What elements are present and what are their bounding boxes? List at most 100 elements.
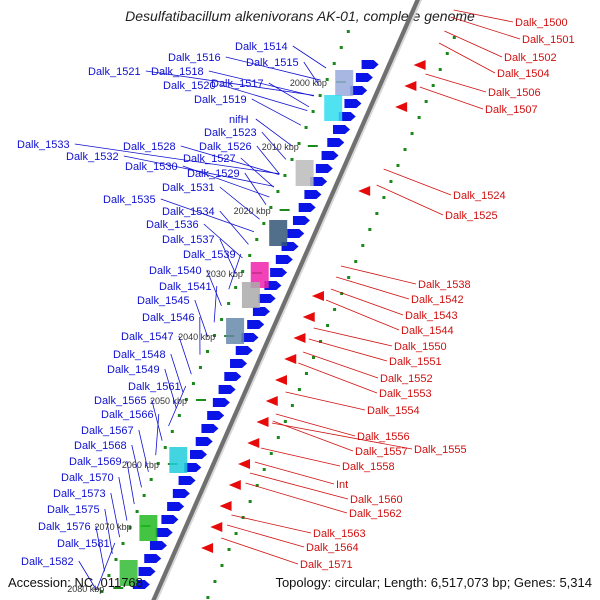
- leader-line-right: [302, 351, 379, 379]
- forward-gene-arrow: [333, 125, 350, 134]
- leader-line-right: [275, 413, 356, 437]
- tick-dot: [128, 526, 132, 529]
- tick-dot: [389, 180, 393, 183]
- gene-label-right: Dalk_1524: [453, 190, 506, 202]
- tick-dot: [220, 318, 224, 321]
- tick-dot: [312, 356, 315, 359]
- gene-label-left: Dalk_1548: [113, 349, 166, 361]
- leader-line-left: [292, 45, 327, 69]
- gene-label-right: Dalk_1554: [367, 405, 420, 417]
- leader-line-right: [298, 362, 378, 394]
- gene-label-left: Dalk_1526: [199, 141, 252, 153]
- tick-dot: [255, 484, 259, 487]
- tick-dot: [283, 174, 287, 177]
- forward-gene-arrow: [344, 99, 362, 108]
- forward-gene-arrow: [235, 346, 253, 355]
- forward-gene-arrow: [138, 567, 156, 576]
- feature-block: [269, 220, 288, 246]
- gene-label-right: Dalk_1553: [379, 388, 432, 400]
- tick-dot: [368, 228, 372, 231]
- gene-label-left: Dalk_1536: [146, 219, 199, 231]
- leader-line-left: [145, 70, 315, 96]
- gene-label-right: Dalk_1571: [300, 559, 353, 571]
- reverse-gene-arrow: [228, 480, 241, 490]
- forward-gene-arrow: [167, 502, 185, 511]
- scale-label: 2050 kbp: [150, 396, 187, 406]
- tick-dot: [220, 564, 224, 567]
- tick-dot: [410, 132, 414, 135]
- leader-line-left: [182, 165, 270, 198]
- tick-dot: [206, 596, 210, 599]
- gene-label-left: Dalk_1570: [61, 472, 114, 484]
- leader-line-left: [208, 70, 314, 97]
- tick-dot: [198, 366, 202, 369]
- forward-gene-arrow: [321, 151, 339, 160]
- accession-text: Accession: NC_011768: [8, 575, 143, 590]
- leader-line-left: [261, 131, 287, 160]
- scale-label: 2030 kbp: [206, 269, 243, 279]
- reverse-gene-arrow: [238, 459, 251, 469]
- gene-label-left: Dalk_1566: [101, 409, 154, 421]
- gene-label-left: Dalk_1518: [151, 66, 204, 78]
- tick-dot: [269, 206, 273, 209]
- reverse-gene-arrow: [284, 354, 297, 364]
- gene-label-left: Dalk_1516: [168, 52, 221, 64]
- leader-line-right: [260, 447, 341, 467]
- reverse-gene-arrow: [302, 312, 315, 322]
- forward-gene-arrow: [184, 463, 202, 472]
- tick-dot: [177, 414, 181, 417]
- tick-dot: [396, 164, 400, 167]
- gene-label-right: Dalk_1538: [418, 279, 471, 291]
- forward-gene-arrow: [218, 385, 236, 394]
- gene-label-left: Dalk_1582: [21, 556, 74, 568]
- tick-dot: [213, 334, 217, 337]
- tick-dot: [191, 382, 195, 385]
- leader-line-right: [308, 338, 388, 362]
- gene-label-right: Dalk_1542: [411, 294, 464, 306]
- tick-dot: [283, 420, 287, 423]
- tick-dot: [445, 52, 449, 55]
- leader-line-left: [104, 508, 113, 554]
- leader-line-left: [213, 285, 218, 323]
- tick-dot: [297, 388, 301, 391]
- reverse-gene-arrow: [275, 375, 287, 385]
- leader-line-left: [123, 155, 275, 187]
- tick-dot: [332, 62, 336, 65]
- leader-line-right: [285, 391, 366, 411]
- forward-gene-arrow: [212, 398, 230, 407]
- reverse-gene-arrow: [201, 543, 214, 553]
- leader-line-right: [450, 16, 521, 40]
- forward-gene-arrow: [252, 307, 270, 316]
- tick-dot: [234, 532, 238, 535]
- leader-line-right: [376, 184, 444, 216]
- leader-line-right: [272, 420, 354, 452]
- tick-dot: [156, 462, 160, 465]
- gene-label-right: Dalk_1556: [357, 431, 410, 443]
- leader-line-right: [330, 288, 404, 316]
- gene-label-right: Dalk_1562: [349, 508, 402, 520]
- reverse-gene-arrow: [219, 501, 232, 511]
- tick-dot: [326, 324, 330, 327]
- feature-block: [169, 447, 188, 473]
- leader-line-right: [245, 482, 348, 514]
- gene-label-left: Dalk_1576: [38, 521, 91, 533]
- gene-label-right: Dalk_1551: [389, 356, 442, 368]
- leader-line-left: [180, 145, 280, 175]
- tick-dot: [248, 500, 252, 503]
- reverse-gene-arrow: [210, 522, 223, 532]
- tick-dot: [184, 398, 188, 401]
- leader-line-left: [220, 84, 308, 111]
- reverse-gene-arrow: [247, 438, 260, 448]
- forward-gene-arrow: [190, 450, 207, 459]
- gene-label-right: Dalk_1525: [445, 210, 498, 222]
- gene-label-right: Dalk_1504: [497, 68, 550, 80]
- tick-dot: [276, 190, 280, 193]
- gene-label-left: Dalk_1533: [17, 139, 70, 151]
- tick-dot: [241, 270, 245, 273]
- reverse-gene-arrow: [358, 186, 371, 196]
- tick-dot: [227, 548, 231, 551]
- leader-line-left: [228, 253, 242, 290]
- feature-block: [139, 515, 158, 541]
- forward-gene-arrow: [201, 424, 219, 433]
